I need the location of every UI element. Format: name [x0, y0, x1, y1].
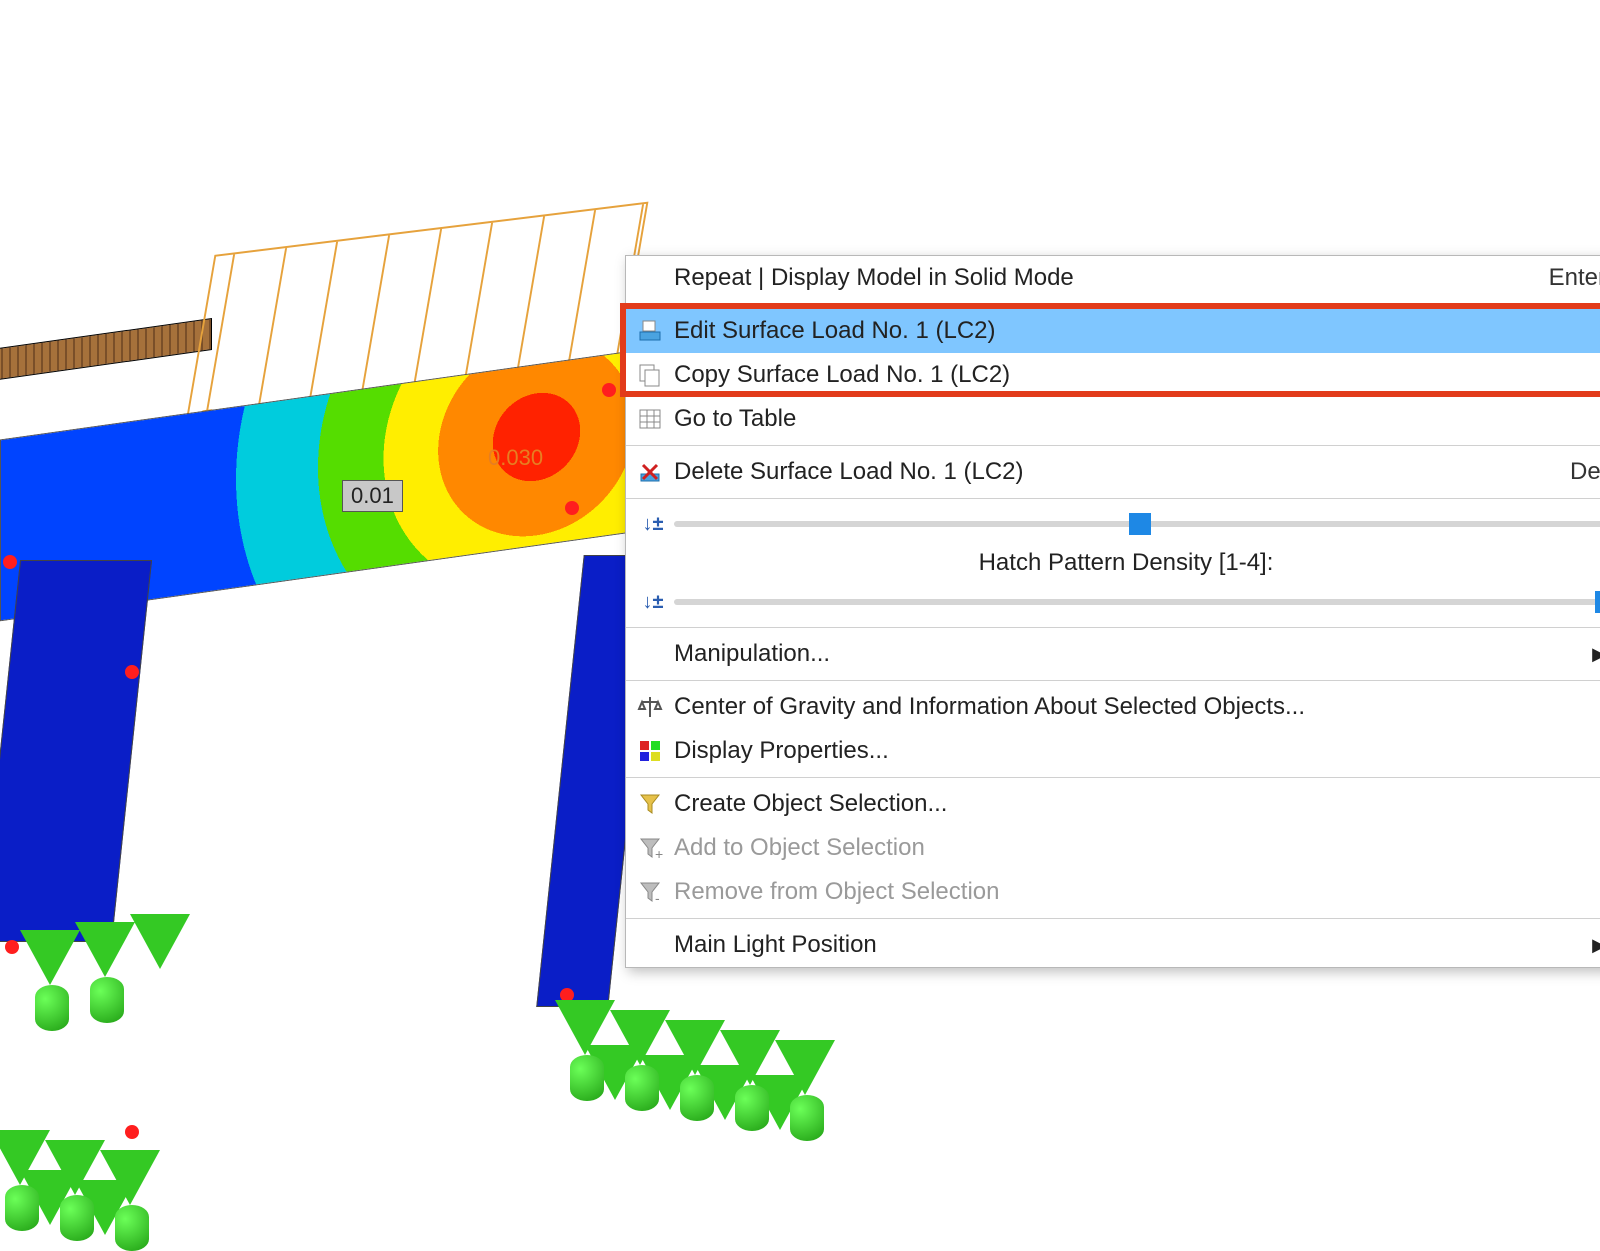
funnel+-icon: +	[626, 835, 674, 861]
node-dot	[602, 383, 616, 397]
node-dot	[5, 940, 19, 954]
table-icon	[626, 406, 674, 432]
edit-icon	[626, 318, 674, 344]
menu-item-manip[interactable]: Manipulation...▶	[626, 632, 1600, 681]
funnel-icon	[626, 791, 674, 817]
menu-item-table[interactable]: Go to Table	[626, 397, 1600, 446]
menu-item-label: Main Light Position	[674, 931, 1592, 959]
menu-item-label: Center of Gravity and Information About …	[674, 693, 1600, 721]
svg-text:-: -	[655, 890, 660, 905]
menu-item-label: Delete Surface Load No. 1 (LC2)	[674, 458, 1570, 486]
node-dot	[3, 555, 17, 569]
menu-item-repeat[interactable]: Repeat | Display Model in Solid ModeEnte…	[626, 256, 1600, 305]
menu-item-remsel: -Remove from Object Selection	[626, 870, 1600, 919]
submenu-arrow-icon: ▶	[1592, 935, 1600, 956]
menu-item-addsel: + Add to Object Selection	[626, 826, 1600, 870]
menu-item-delete[interactable]: Delete Surface Load No. 1 (LC2)Del	[626, 450, 1600, 499]
menu-separator	[626, 627, 1600, 628]
menu-slider[interactable]: ↓±	[626, 581, 1600, 623]
node-dot	[125, 1125, 139, 1139]
hatch-caption: Hatch Pattern Density [1-4]:	[626, 545, 1600, 581]
copy-icon	[626, 362, 674, 388]
slider-track[interactable]	[674, 521, 1600, 527]
menu-item-label: Copy Surface Load No. 1 (LC2)	[674, 361, 1600, 389]
balance-icon	[626, 694, 674, 720]
menu-item-label: Remove from Object Selection	[674, 878, 1600, 906]
fea-value-label-right: 0.030	[480, 443, 551, 473]
node-dot	[565, 501, 579, 515]
menu-item-shortcut: Del	[1570, 458, 1600, 486]
menu-item-label: Edit Surface Load No. 1 (LC2)	[674, 317, 1600, 345]
menu-item-copy[interactable]: Copy Surface Load No. 1 (LC2)	[626, 353, 1600, 397]
menu-item-objsel[interactable]: Create Object Selection...	[626, 782, 1600, 826]
context-menu[interactable]: Repeat | Display Model in Solid ModeEnte…	[625, 255, 1600, 968]
menu-item-label: Add to Object Selection	[674, 834, 1600, 862]
delete-icon	[626, 459, 674, 485]
brown-beam	[0, 318, 212, 384]
slider-thumb[interactable]	[1595, 591, 1600, 613]
slider-track[interactable]	[674, 599, 1600, 605]
menu-item-label: Create Object Selection...	[674, 790, 1600, 818]
menu-item-cog[interactable]: Center of Gravity and Information About …	[626, 685, 1600, 729]
palette-icon	[626, 738, 674, 764]
menu-slider[interactable]: ↓±	[626, 503, 1600, 545]
slider-icon: ↓±	[632, 591, 674, 614]
viewport-3d[interactable]: 0.01 0.030 Repeat | Display Model in Sol…	[0, 0, 1600, 1200]
svg-text:+: +	[655, 846, 663, 861]
menu-item-edit[interactable]: Edit Surface Load No. 1 (LC2)	[626, 309, 1600, 353]
funnel--icon: -	[626, 879, 674, 905]
slider-thumb[interactable]	[1129, 513, 1151, 535]
menu-item-dispprop[interactable]: Display Properties...	[626, 729, 1600, 778]
menu-item-label: Repeat | Display Model in Solid Mode	[674, 264, 1549, 292]
menu-item-shortcut: Enter	[1549, 264, 1600, 292]
fea-value-label-left: 0.01	[342, 480, 403, 512]
menu-item-label: Display Properties...	[674, 737, 1600, 765]
slider-icon: ↓±	[632, 513, 674, 536]
menu-item-label: Go to Table	[674, 405, 1600, 433]
submenu-arrow-icon: ▶	[1592, 644, 1600, 665]
menu-item-light[interactable]: Main Light Position▶	[626, 923, 1600, 967]
menu-item-label: Manipulation...	[674, 640, 1592, 668]
blue-wall-left	[0, 560, 152, 942]
node-dot	[125, 665, 139, 679]
